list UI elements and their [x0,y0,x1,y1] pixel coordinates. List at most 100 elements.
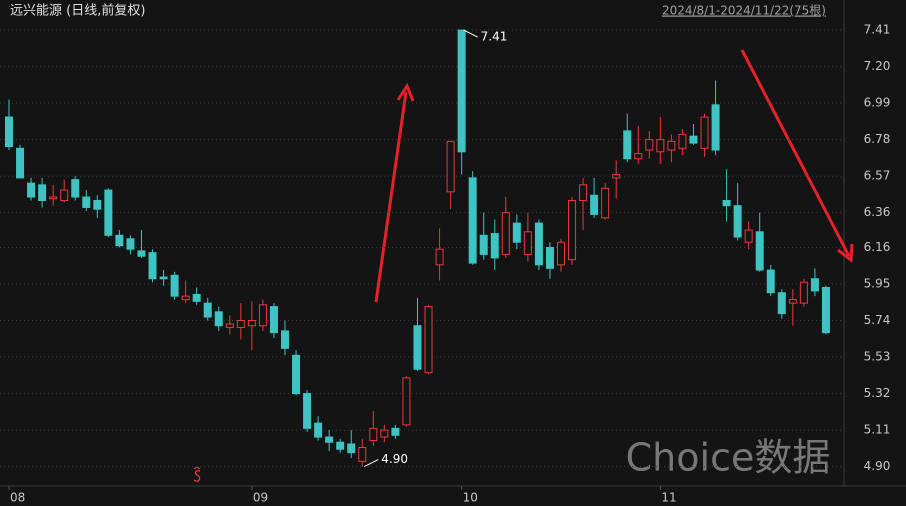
candle-body [645,139,654,151]
candle-body [579,184,588,201]
candle-body [733,205,742,238]
candle-body [788,299,797,304]
candle-body [435,248,444,266]
candle-body [689,135,698,144]
candle-body [490,233,499,259]
x-tick-label: 09 [253,491,268,505]
candle-body [545,246,554,269]
candle-body [667,140,676,151]
y-tick-label: 5.32 [864,386,891,400]
chart-subtitle: 2024/8/1-2024/11/22(75根) [662,4,826,18]
candle-body [534,222,543,266]
candle-body [269,306,278,334]
candle-body [104,189,113,236]
y-tick-label: 6.57 [864,169,891,183]
candle-body [810,278,819,292]
candle-body [258,304,267,327]
candle-body [5,116,13,148]
candle-body [247,320,256,327]
candle-body [722,199,731,207]
candle-body [402,377,411,426]
candle-body [358,446,367,462]
candle-body [457,29,466,153]
candle-body [38,184,47,201]
y-tick-label: 7.41 [864,23,891,37]
x-tick-label: 11 [661,491,676,505]
candle-body [225,323,234,328]
candle-body [501,212,510,255]
candle-body [424,306,433,374]
candle-body [192,293,201,302]
candle-body [656,139,665,153]
candle-body [446,140,455,193]
y-tick-label: 5.11 [864,423,891,437]
candle-body [137,250,146,257]
candle-body [479,234,488,255]
candle-body [292,354,301,395]
candle-body [170,274,179,297]
y-tick-label: 6.16 [864,240,891,254]
y-tick-label: 6.78 [864,132,891,146]
candle-body [568,199,577,261]
candle-body [27,182,36,198]
arrow-down [740,49,851,257]
candle-body [181,295,190,301]
y-tick-label: 5.53 [864,350,891,364]
candle-body [71,179,80,198]
candle-body [821,286,830,334]
candle-body [634,153,643,160]
x-tick-label: 10 [463,491,478,505]
candle-body [115,234,124,247]
candle-body [214,311,223,327]
candle-body [755,231,764,271]
candle-body [148,252,157,280]
arrow-up-head [396,82,415,102]
y-tick-label: 5.95 [864,276,891,290]
annotation-pointer [463,29,478,38]
candle-body [82,196,91,208]
candle-body [557,241,565,266]
candle-body [711,104,720,151]
candle-body [468,177,477,264]
y-tick-label: 5.74 [864,313,891,327]
x-tick-label: 08 [10,491,25,505]
candle-body [314,422,323,438]
candle-body [678,133,687,149]
candle-body [281,330,289,349]
arrow-up [374,91,408,303]
y-tick-label: 6.36 [864,205,891,219]
annotation-pointer [364,459,379,468]
candle-body [126,238,135,250]
candle-body [391,427,400,436]
candle-body [766,269,775,294]
candle-body [325,436,334,443]
candle-body [369,427,378,442]
candle-body [16,147,25,179]
y-tick-label: 6.99 [864,96,891,110]
trend-arrows [374,49,854,303]
candle-body [512,222,521,243]
y-tick-label: 4.90 [864,459,891,473]
candle-body [347,443,356,454]
candle-body [523,231,532,255]
candle-body [777,292,786,315]
candle-body [203,302,212,318]
candle-body [60,189,69,201]
y-tick-label: 7.20 [864,59,891,73]
candle-body [799,281,808,304]
candle-body [700,116,709,149]
watermark: Choice数据 [626,436,831,480]
annotation: 4.90 [381,452,408,466]
arrow-down-head [837,243,854,263]
candle-body [380,429,389,438]
candle-body [590,194,599,215]
annotation: 7.41 [481,30,508,44]
candle-body [49,196,58,200]
candle-body [93,199,102,210]
candle-body [413,325,422,370]
candle-body [236,320,245,328]
candle-body [336,441,345,450]
candle-body [744,229,753,243]
